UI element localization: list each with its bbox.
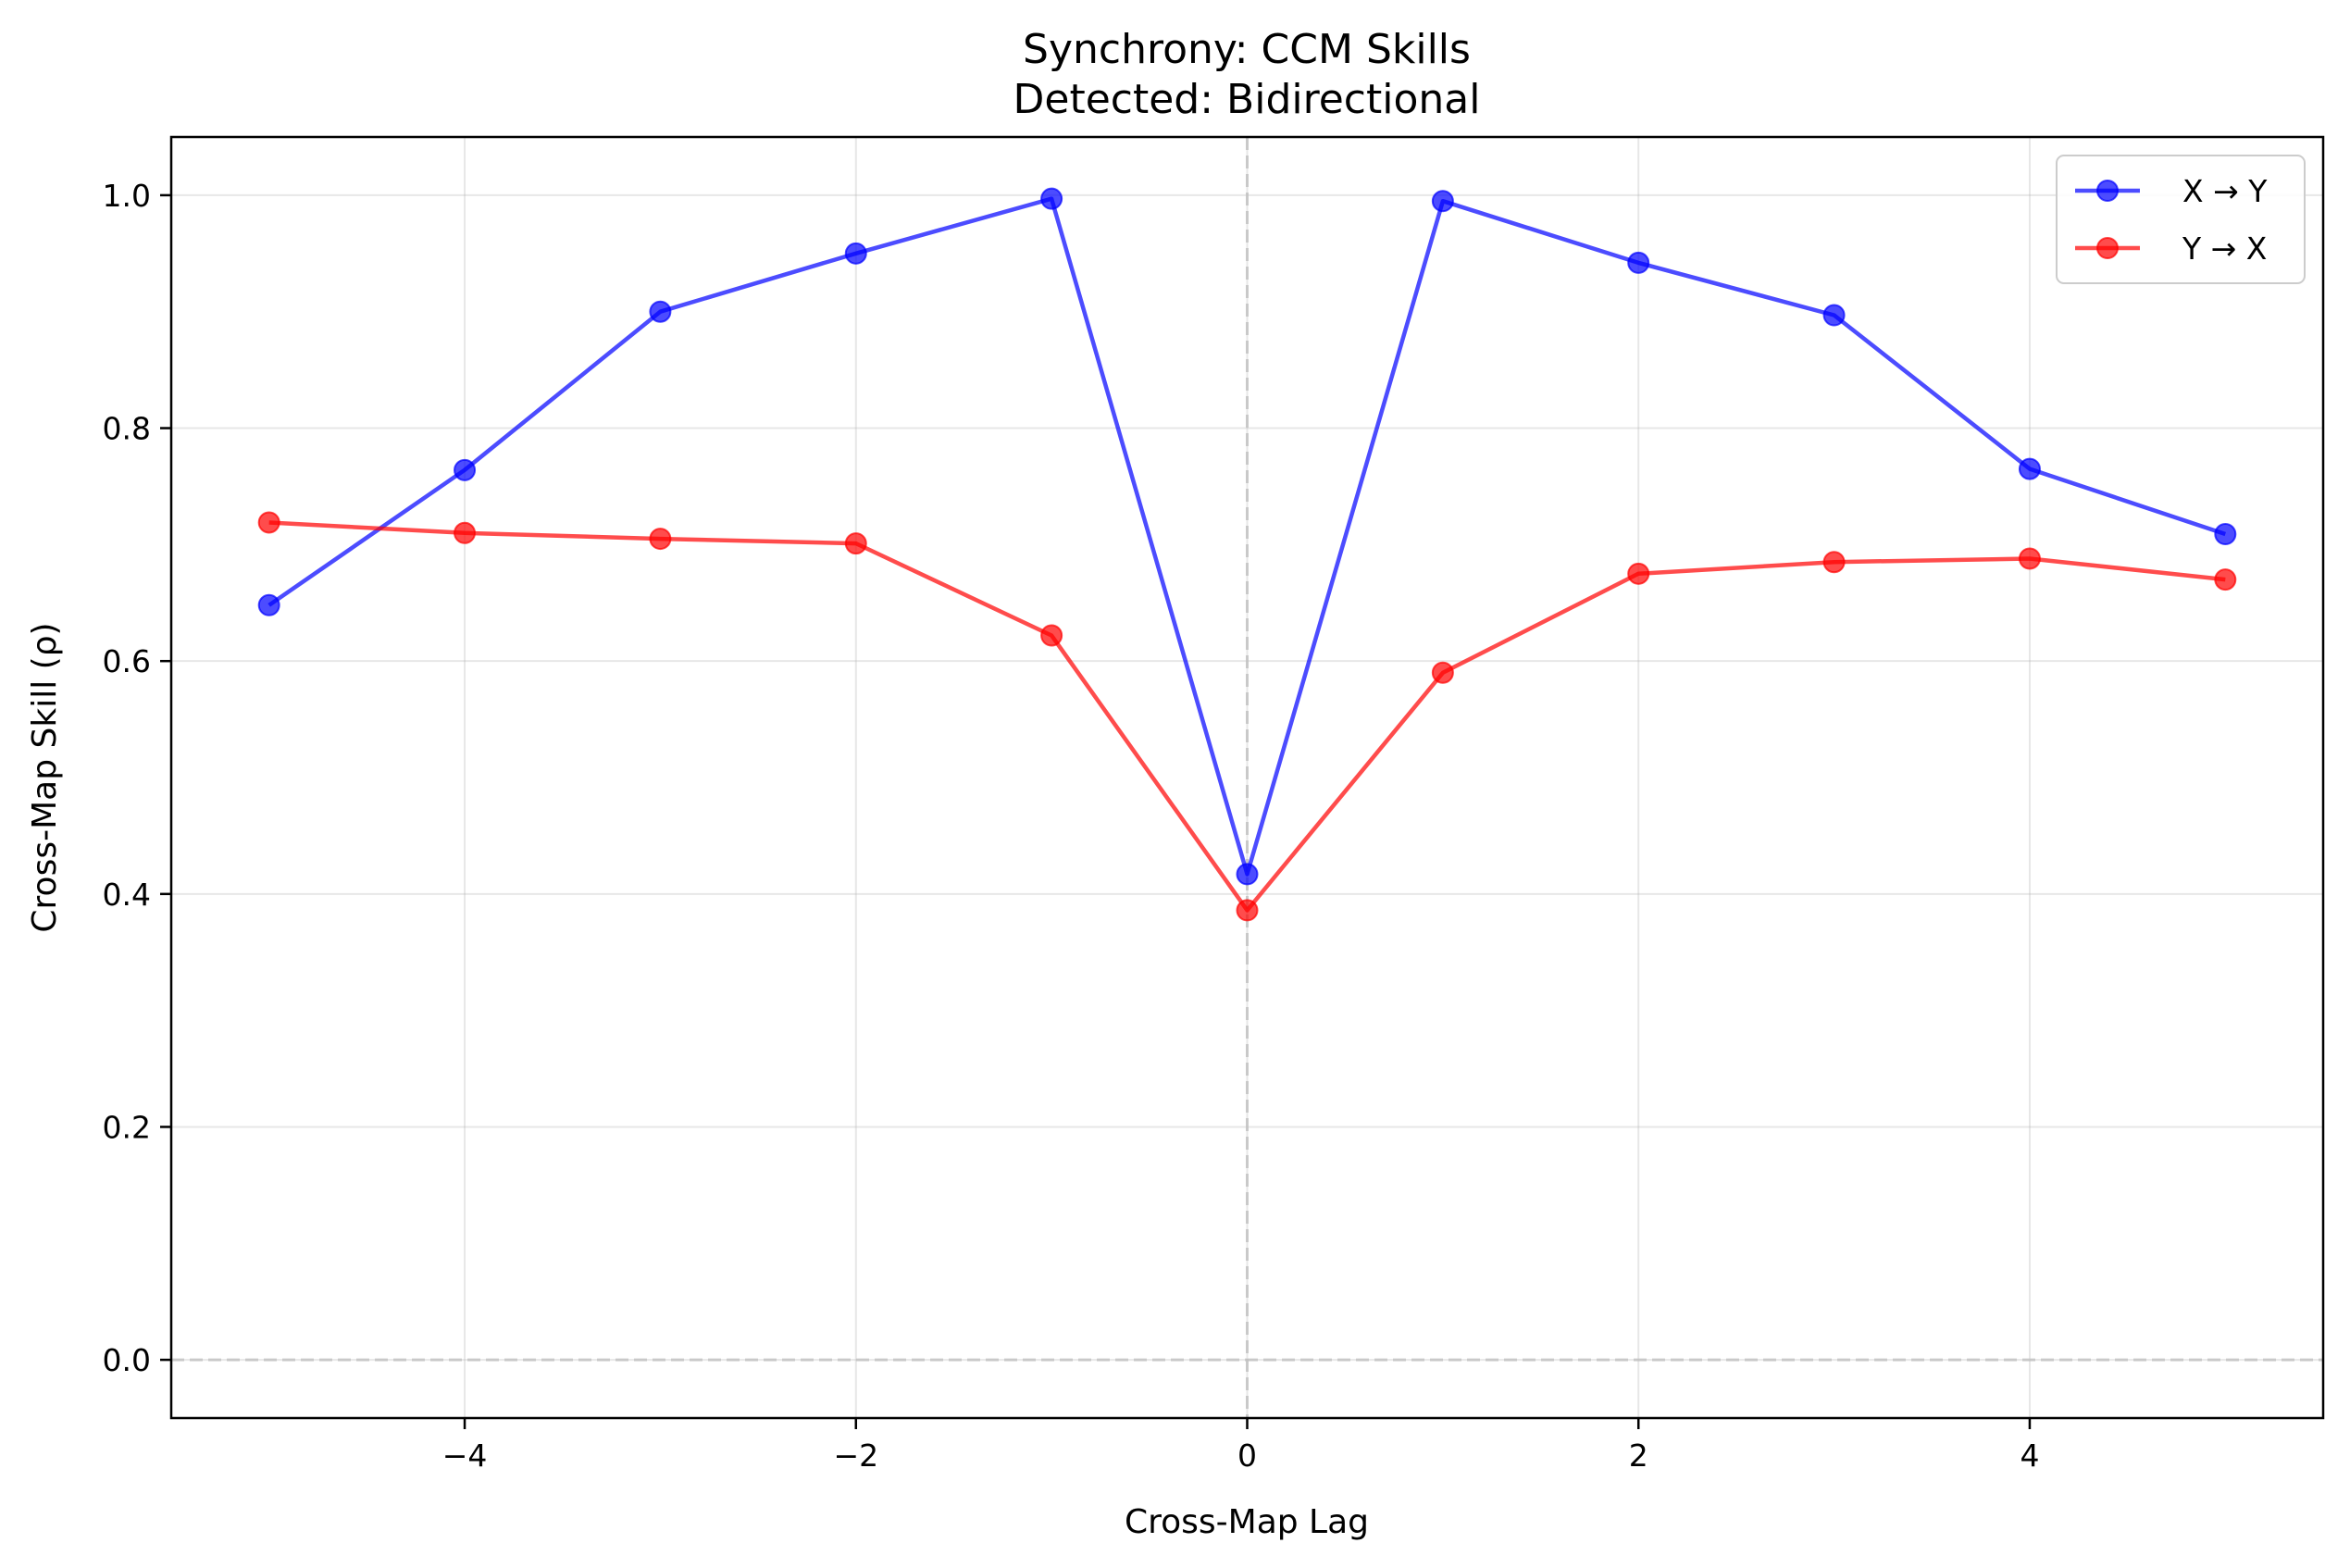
series-1-point-2: [649, 528, 672, 551]
y-axis-ticks: 0.0 0.2 0.4 0.6 0.8 1.0: [103, 178, 171, 1378]
y-tick-label-4: 0.8: [103, 411, 151, 447]
chart-subtitle: Detected: Bidirectional: [1013, 76, 1481, 123]
series-1-point-0: [257, 511, 280, 534]
x-tick-label-0: −4: [442, 1437, 488, 1474]
series-1-point-4: [1040, 624, 1063, 647]
legend-marker-0: [2096, 180, 2119, 202]
legend: X → Y Y → X: [2056, 155, 2306, 284]
series-1-point-9: [2018, 547, 2041, 570]
y-axis-label: Cross-Map Skill (ρ): [26, 622, 64, 932]
series-lines: [257, 187, 2237, 922]
series-0-point-7: [1627, 251, 1650, 274]
series-0-point-5: [1236, 863, 1259, 886]
x-axis-ticks: −4 −2 0 2 4: [442, 1418, 2039, 1474]
y-tick-label-3: 0.6: [103, 643, 151, 679]
series-0-point-4: [1040, 187, 1063, 210]
series-0-point-6: [1431, 190, 1454, 213]
series-0-point-3: [844, 242, 867, 265]
chart-title: Synchrony: CCM Skills: [1023, 26, 1471, 73]
legend-label-1: Y → X: [2182, 230, 2267, 267]
y-tick-label-1: 0.2: [103, 1109, 151, 1145]
legend-box: [2056, 155, 2306, 284]
reference-lines: [171, 137, 2323, 1418]
y-tick-label-0: 0.0: [103, 1342, 151, 1378]
series-1-point-10: [2214, 568, 2237, 591]
series-0-point-8: [1822, 304, 1846, 327]
legend-marker-1: [2096, 237, 2119, 259]
x-tick-label-3: 2: [1629, 1437, 1648, 1474]
series-0-point-9: [2018, 457, 2041, 480]
series-0-point-0: [257, 593, 280, 616]
series-1-point-7: [1627, 562, 1650, 585]
series-1-point-6: [1431, 661, 1454, 684]
x-tick-label-4: 4: [2020, 1437, 2039, 1474]
series-1-point-1: [454, 521, 477, 544]
series-1-point-3: [844, 532, 867, 555]
x-tick-label-2: 0: [1237, 1437, 1257, 1474]
series-1-point-5: [1236, 899, 1259, 922]
x-axis-label: Cross-Map Lag: [1125, 1503, 1369, 1541]
series-1-point-8: [1822, 551, 1846, 574]
x-tick-label-1: −2: [833, 1437, 878, 1474]
series-0-point-1: [454, 458, 477, 481]
series-0-point-10: [2214, 523, 2237, 546]
legend-label-0: X → Y: [2182, 173, 2268, 209]
series-0-point-2: [649, 300, 672, 323]
y-tick-label-5: 1.0: [103, 178, 151, 214]
y-tick-label-2: 0.4: [103, 877, 151, 913]
